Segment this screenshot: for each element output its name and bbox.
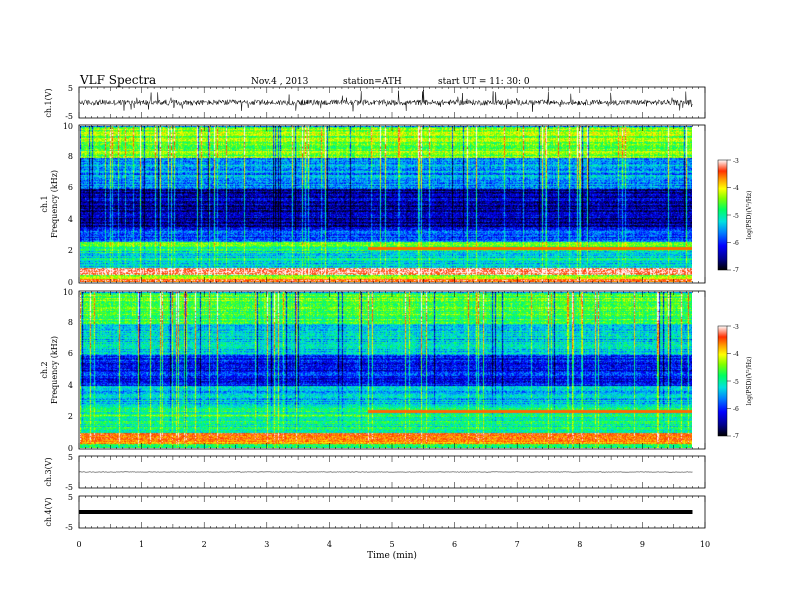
ch4-ylabel: ch.4(V) [44, 497, 53, 526]
ch1-colorbar-ticks [727, 159, 731, 271]
ch3-waveform-panel: 5 -5 ch.3(V) [44, 453, 706, 492]
time-axis-tick-labels: 0 1 2 3 4 5 6 7 8 9 10 [76, 540, 710, 549]
ch2-colorbar-tick-neg3: -3 [733, 324, 739, 331]
time-tick-label-6: 6 [452, 540, 457, 549]
ch1-ytick-neg5: -5 [65, 112, 73, 121]
ch1-ylabel: ch.1(V) [44, 88, 53, 117]
time-tick-label-2: 2 [202, 540, 207, 549]
ch4-waveform-trace [79, 510, 693, 514]
ch2-colorbar-tick-neg4: -4 [733, 351, 739, 358]
ch3-waveform-ticks [78, 456, 706, 488]
ch1-spectrogram-panel: 0 2 4 6 8 10 ch.1 Frequency (kHz) -3 -4 … [40, 122, 753, 287]
ch3-ylabel: ch.3(V) [44, 457, 53, 486]
station-label: station=ATH [343, 77, 402, 87]
ch4-ytick-5: 5 [68, 493, 73, 502]
ch1-ytick-10: 10 [63, 122, 73, 131]
ch4-waveform-ticks [78, 496, 706, 528]
ch2-ytick-6: 6 [68, 349, 73, 358]
figure-title: VLF Spectra [79, 73, 156, 87]
ch1-spectrogram-image [80, 126, 692, 282]
time-axis-label: Time (min) [367, 550, 417, 561]
ch1-colorbar-tick-neg7: -7 [733, 267, 739, 274]
ch1-ytick-5: 5 [68, 84, 73, 93]
date-label: Nov.4 , 2013 [251, 77, 309, 87]
ch2-colorbar [717, 325, 728, 437]
ch2-colorbar-label: log(PSD)(V²/Hz) [746, 357, 753, 406]
ch1-colorbar-tick-neg5: -5 [733, 213, 739, 220]
time-tick-label-10: 10 [700, 540, 710, 549]
ch2-spectrogram-panel: 0 2 4 6 8 10 ch.2 Frequency (kHz) -3 -4 … [40, 288, 753, 453]
ch2-ytick-4: 4 [68, 381, 73, 390]
ch1-colorbar-tick-neg6: -6 [733, 240, 739, 247]
ch1-waveform-panel: 5 -5 ch.1(V) [44, 84, 706, 121]
ch2-spectrogram-image [80, 292, 692, 448]
ch1-waveform-ticks [78, 87, 706, 118]
ch2-ytick-10: 10 [63, 288, 73, 297]
ch1-colorbar-tick-neg3: -3 [733, 158, 739, 165]
ch4-waveform-panel: 5 -5 ch.4(V) [44, 493, 706, 532]
ch4-ytick-neg5: -5 [65, 523, 73, 532]
ch1-ytick-2: 2 [68, 246, 73, 255]
ch2-ylabel-frequency: Frequency (kHz) [50, 336, 59, 404]
time-tick-label-4: 4 [327, 540, 332, 549]
time-tick-label-0: 0 [76, 540, 81, 549]
ch2-ytick-8: 8 [68, 318, 73, 327]
time-tick-label-7: 7 [515, 540, 520, 549]
time-tick-label-3: 3 [264, 540, 269, 549]
ch1-ylabel-frequency: Frequency (kHz) [50, 170, 59, 238]
ch2-ylabel-channel: ch.2 [40, 361, 49, 378]
ch2-colorbar-tick-neg5: -5 [733, 379, 739, 386]
ch1-colorbar-label: log(PSD)(V²/Hz) [746, 191, 753, 240]
ch3-ytick-5: 5 [68, 453, 73, 462]
ch2-colorbar-ticks [727, 325, 731, 437]
ch1-spectrogram-ticks [78, 125, 706, 283]
ch2-colorbar-tick-neg7: -7 [733, 433, 739, 440]
ch3-ytick-neg5: -5 [65, 483, 73, 492]
ch1-ylabel-channel: ch.1 [40, 195, 49, 212]
ch2-colorbar-tick-neg6: -6 [733, 406, 739, 413]
time-tick-label-8: 8 [577, 540, 582, 549]
time-tick-label-5: 5 [389, 540, 394, 549]
ch2-spectrogram-ticks [78, 291, 706, 449]
ch1-colorbar [717, 159, 728, 271]
time-tick-label-9: 9 [640, 540, 645, 549]
ch2-ytick-0: 0 [68, 444, 73, 453]
ch1-ytick-4: 4 [68, 215, 73, 224]
time-tick-label-1: 1 [139, 540, 144, 549]
ch1-ytick-6: 6 [68, 183, 73, 192]
ch1-ytick-8: 8 [68, 152, 73, 161]
ch1-colorbar-tick-neg4: -4 [733, 185, 739, 192]
ch1-waveform-trace [78, 90, 693, 112]
start-ut-label: start UT = 11: 30: 0 [438, 77, 530, 87]
ch2-ytick-2: 2 [68, 412, 73, 421]
ch1-ytick-0: 0 [68, 278, 73, 287]
